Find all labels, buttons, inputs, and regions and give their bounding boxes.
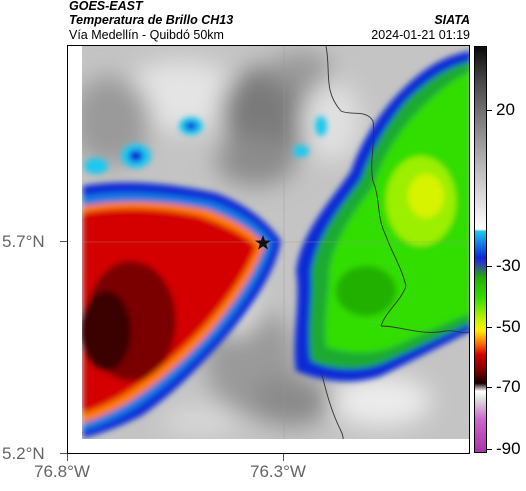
colorbar-tick--70	[487, 387, 492, 388]
map-canvas	[68, 46, 469, 453]
colorbar-tick--90	[487, 449, 492, 450]
region-subtitle: Vía Medellín - Quibdó 50km	[69, 28, 224, 42]
colorbar-tick--30	[487, 266, 492, 267]
lat-tick-5.7	[60, 241, 67, 242]
colorbar	[474, 46, 487, 453]
colorbar-tick-20	[487, 110, 492, 111]
organization-label: SIATA	[434, 13, 470, 27]
product-title: Temperatura de Brillo CH13	[69, 13, 234, 27]
lat-label-1: 5.7°N	[2, 232, 45, 251]
colorbar-label-20: 20	[496, 100, 515, 119]
no-data-edge	[68, 46, 82, 453]
star-icon	[255, 235, 271, 250]
cold-cloud-east	[294, 51, 469, 382]
colorbar-tick--50	[487, 327, 492, 328]
colorbar-label--50: -50	[496, 317, 521, 336]
colorbar-label--70: -70	[496, 377, 521, 396]
satellite-title: GOES-EAST	[69, 0, 143, 13]
scattered-cells	[84, 116, 327, 174]
satellite-map[interactable]	[67, 45, 470, 454]
cold-cloud-west	[81, 182, 281, 438]
timestamp-label: 2024-01-21 01:19	[371, 28, 470, 42]
colorbar-label--30: -30	[496, 256, 521, 275]
lat-label-2: 5.2°N	[2, 444, 45, 463]
lon-label-2: 76.3°W	[250, 462, 306, 481]
colorbar-label--90: -90	[496, 439, 521, 458]
lat-tick-5.2	[60, 453, 67, 454]
lon-tick-76.8	[67, 454, 68, 461]
lon-tick-76.3	[283, 454, 284, 461]
grid-lines	[68, 46, 469, 453]
no-data-strip	[68, 439, 469, 453]
lon-label-1: 76.8°W	[34, 462, 90, 481]
